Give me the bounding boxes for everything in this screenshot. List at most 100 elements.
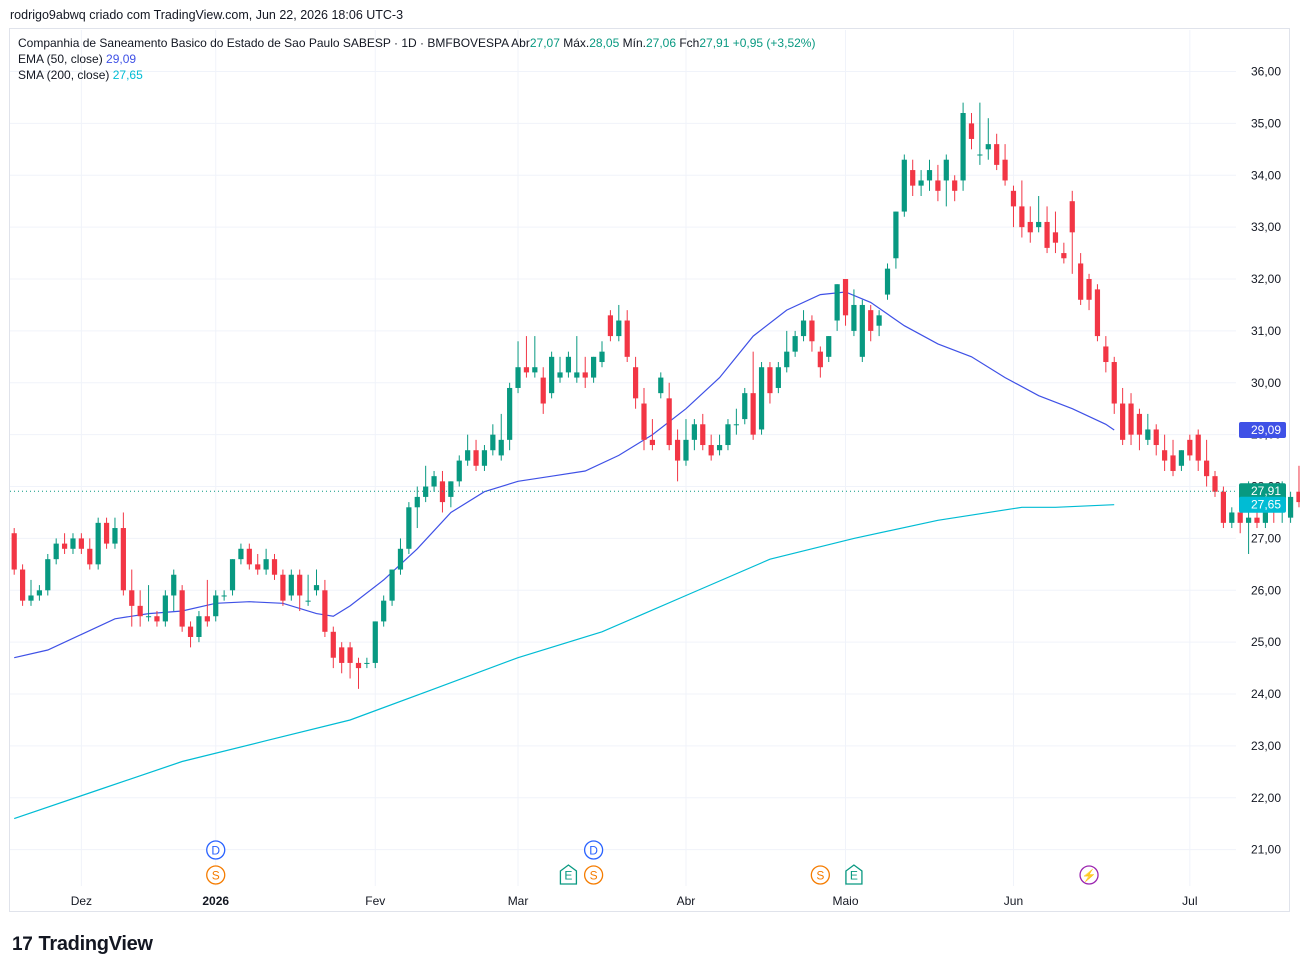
candle-down (1094, 289, 1101, 337)
candle-down (1086, 279, 1092, 300)
candle-up (263, 559, 269, 570)
candle-up (515, 367, 521, 388)
candle-up (448, 481, 454, 497)
event-marker-label: E (850, 869, 858, 883)
candle-up (826, 336, 832, 357)
earnings-marker (845, 864, 863, 885)
event-marker-label: S (590, 869, 598, 883)
ema-legend-row[interactable]: EMA (50, close) 29,09 (18, 51, 815, 67)
candle-down (523, 367, 530, 373)
y-tick-label: 24,00 (1251, 687, 1281, 701)
candle-down (339, 647, 345, 663)
candle-down (674, 439, 681, 461)
close-label: Fch (679, 36, 700, 50)
split-marker (810, 865, 830, 885)
y-tick-label: 36,00 (1251, 65, 1281, 79)
candle-down (632, 367, 639, 399)
split-marker (206, 865, 226, 885)
chart-legend: Companhia de Saneamento Basico do Estado… (18, 35, 815, 83)
dividend-marker (583, 840, 604, 860)
candle-up (1036, 221, 1042, 228)
candle-up (834, 284, 840, 321)
candle-up (591, 356, 597, 378)
candle-up (742, 393, 748, 420)
y-tick-label: 23,00 (1251, 739, 1281, 753)
candle-up (456, 460, 462, 482)
candle-down (842, 279, 849, 316)
high-label: Máx. (563, 36, 590, 50)
candle-up (1178, 450, 1185, 466)
candle-down (624, 320, 630, 357)
candle-up (658, 377, 664, 394)
x-tick-label: 2026 (202, 894, 229, 908)
candle-up (397, 548, 404, 570)
candle-down (1027, 221, 1033, 233)
sma-price-tag: 27,65 (1251, 498, 1281, 512)
candle-down (641, 403, 647, 440)
candle-up (691, 424, 697, 440)
chart-frame (9, 28, 1290, 912)
candle-down (347, 647, 353, 663)
candle-up (549, 356, 555, 394)
split-marker (583, 865, 604, 885)
candle-down (179, 590, 185, 627)
candle-up (1145, 429, 1151, 440)
candle-up (918, 180, 924, 186)
candle-up (28, 595, 34, 601)
candle-up (145, 616, 152, 618)
candle-down (952, 180, 958, 191)
dividend-marker (206, 840, 226, 860)
candle-up (53, 543, 59, 560)
candle-up (893, 211, 899, 259)
candle-up (221, 595, 227, 597)
candle-down (1195, 434, 1201, 461)
event-marker-label: D (211, 844, 220, 858)
x-tick-label: Jun (1004, 894, 1023, 908)
candle-up (95, 522, 101, 565)
candle-down (137, 605, 143, 617)
candle-down (187, 626, 194, 637)
last-price-tag-bg (1239, 483, 1286, 500)
candle-down (1187, 439, 1193, 456)
candle-down (1136, 413, 1143, 435)
event-marker-label: S (212, 869, 220, 883)
candle-up (800, 320, 807, 337)
candle-down (666, 398, 672, 446)
event-marker-label: D (589, 844, 598, 858)
candle-down (649, 439, 655, 446)
candle-up (616, 320, 622, 337)
candle-down (439, 481, 446, 503)
high-value: 28,05 (589, 36, 620, 50)
symbol-title: Companhia de Saneamento Basico do Estado… (18, 36, 509, 50)
event-marker-label: S (816, 869, 824, 883)
candle-up (859, 304, 865, 357)
candle-up (389, 569, 395, 601)
tradingview-logo[interactable]: 17 TradingView (12, 933, 153, 956)
candle-down (11, 533, 17, 570)
candle-down (154, 616, 160, 622)
candle-up (599, 351, 605, 363)
sma-value: 27,65 (112, 68, 143, 82)
candle-up (414, 496, 420, 508)
sma-line (14, 504, 1115, 820)
candle-down (1061, 253, 1067, 259)
event-marker (1079, 865, 1099, 885)
y-tick-label: 26,00 (1251, 583, 1281, 597)
x-tick-label: Jul (1182, 894, 1197, 908)
candle-up (431, 476, 437, 487)
candle-down (1170, 455, 1176, 471)
candle-up (423, 486, 429, 497)
x-tick-label: Mar (508, 894, 529, 908)
candle-up (196, 616, 202, 637)
candle-down (297, 574, 303, 596)
candle-down (767, 367, 773, 394)
candle-up (171, 574, 177, 596)
candle-down (246, 548, 252, 565)
candle-down (61, 543, 68, 549)
sma-legend-row[interactable]: SMA (200, close) 27,65 (18, 67, 815, 83)
candle-down (19, 569, 26, 601)
candle-down (1069, 201, 1075, 233)
candle-up (305, 600, 311, 602)
candle-down (1019, 206, 1025, 228)
